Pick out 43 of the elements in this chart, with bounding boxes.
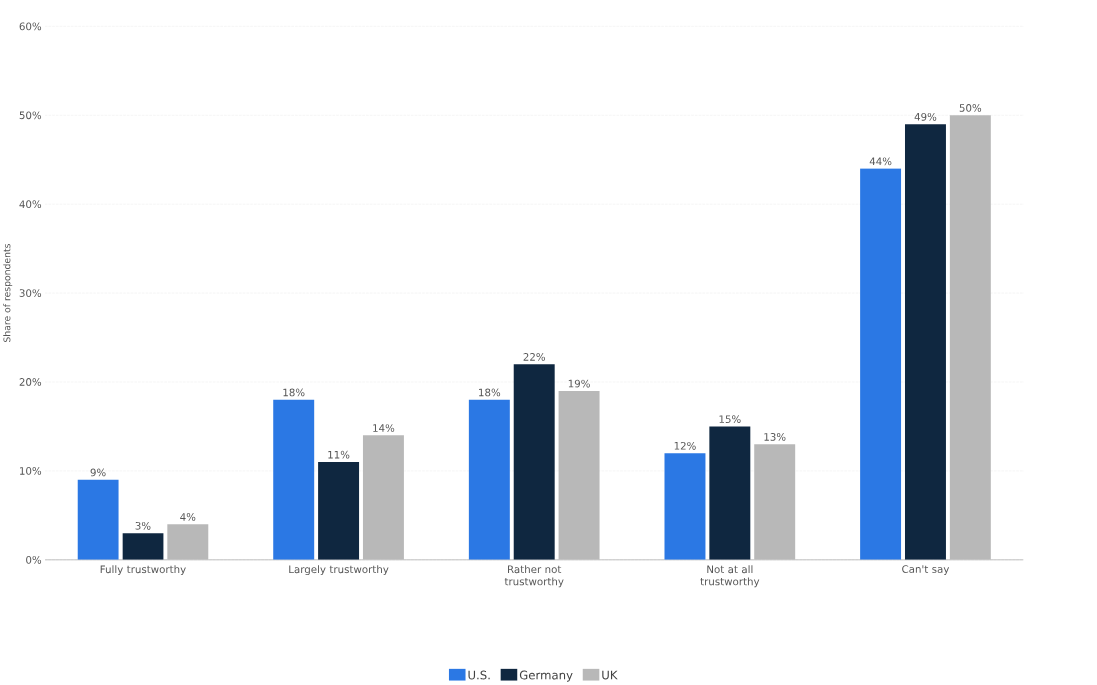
bar: [122, 533, 164, 560]
bar: [167, 524, 209, 560]
data-label: 18%: [283, 388, 305, 397]
x-tick-label: Fully trustworthy: [100, 565, 186, 576]
y-tick-label: 0%: [26, 556, 42, 564]
x-tick-label: Largely trustworthy: [289, 565, 389, 576]
bar: [860, 168, 902, 560]
y-tick-label: 50%: [19, 111, 42, 120]
y-tick-label: 10%: [20, 467, 42, 475]
bar: [77, 479, 119, 560]
x-tick-label: Rather not trustworthy: [504, 565, 564, 588]
data-label: 4%: [180, 513, 196, 521]
legend-label: Germany: [519, 670, 573, 682]
bar: [362, 435, 404, 560]
data-label: 12%: [674, 442, 696, 450]
data-label: 49%: [914, 113, 937, 121]
bar: [513, 364, 555, 560]
y-tick-label: 40%: [19, 200, 42, 209]
y-tick-label: 30%: [19, 289, 42, 298]
legend-label: UK: [602, 670, 618, 680]
bar: [664, 453, 706, 560]
bar: [468, 399, 510, 560]
data-label: 19%: [568, 379, 590, 388]
bar: [904, 124, 946, 560]
legend-label: U.S.: [468, 670, 490, 680]
data-label: 13%: [764, 433, 786, 441]
y-tick-label: 60%: [19, 22, 42, 31]
data-label: 9%: [90, 468, 106, 477]
bar: [709, 426, 751, 560]
bar: [273, 399, 315, 560]
data-label: 14%: [373, 424, 395, 433]
x-tick-label: Can't say: [902, 565, 950, 576]
x-tick-label: Not at all trustworthy: [700, 565, 760, 588]
y-axis-title: Share of respondents: [3, 244, 13, 343]
data-label: 44%: [869, 157, 892, 166]
data-label: 11%: [328, 451, 350, 459]
data-label: 18%: [479, 388, 501, 397]
data-label: 3%: [135, 522, 151, 530]
data-label: 15%: [719, 415, 741, 424]
bar: [318, 462, 360, 560]
data-label: 50%: [959, 104, 982, 112]
y-tick-label: 20%: [19, 378, 42, 387]
data-label: 22%: [523, 353, 546, 361]
